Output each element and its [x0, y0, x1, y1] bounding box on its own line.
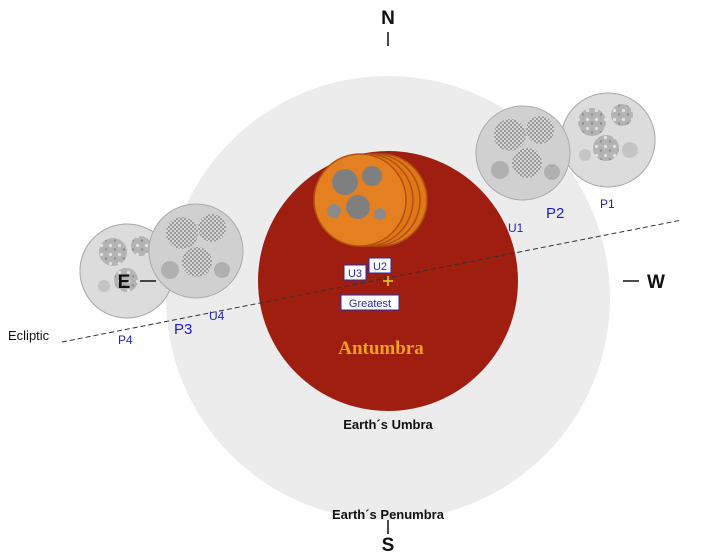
moon-p2 — [475, 105, 571, 201]
contact-p3: P3 — [174, 321, 192, 338]
contact-u1: U1 — [508, 221, 524, 235]
greatest-label: Greatest — [349, 298, 391, 310]
moon-p3 — [148, 203, 244, 299]
contact-p4: P4 — [118, 333, 133, 347]
east-label: E — [118, 272, 131, 293]
umbra-label: Earth´s Umbra — [343, 417, 433, 432]
eclipsed-moons — [313, 153, 428, 247]
penumbra-label: Earth´s Penumbra — [332, 507, 445, 522]
ecliptic-label: Ecliptic — [8, 328, 50, 343]
antumbra-label: Antumbra — [338, 338, 424, 359]
contact-u3: U3 — [348, 268, 362, 280]
moon-p1 — [560, 92, 656, 188]
north-label: N — [381, 8, 395, 29]
contact-p2: P2 — [546, 205, 564, 222]
south-label: S — [382, 535, 395, 553]
ecliptic-line — [61, 219, 683, 343]
west-label: W — [647, 272, 665, 293]
contact-p1: P1 — [600, 197, 615, 211]
contact-u2: U2 — [373, 261, 387, 273]
contact-u4: U4 — [209, 309, 225, 323]
